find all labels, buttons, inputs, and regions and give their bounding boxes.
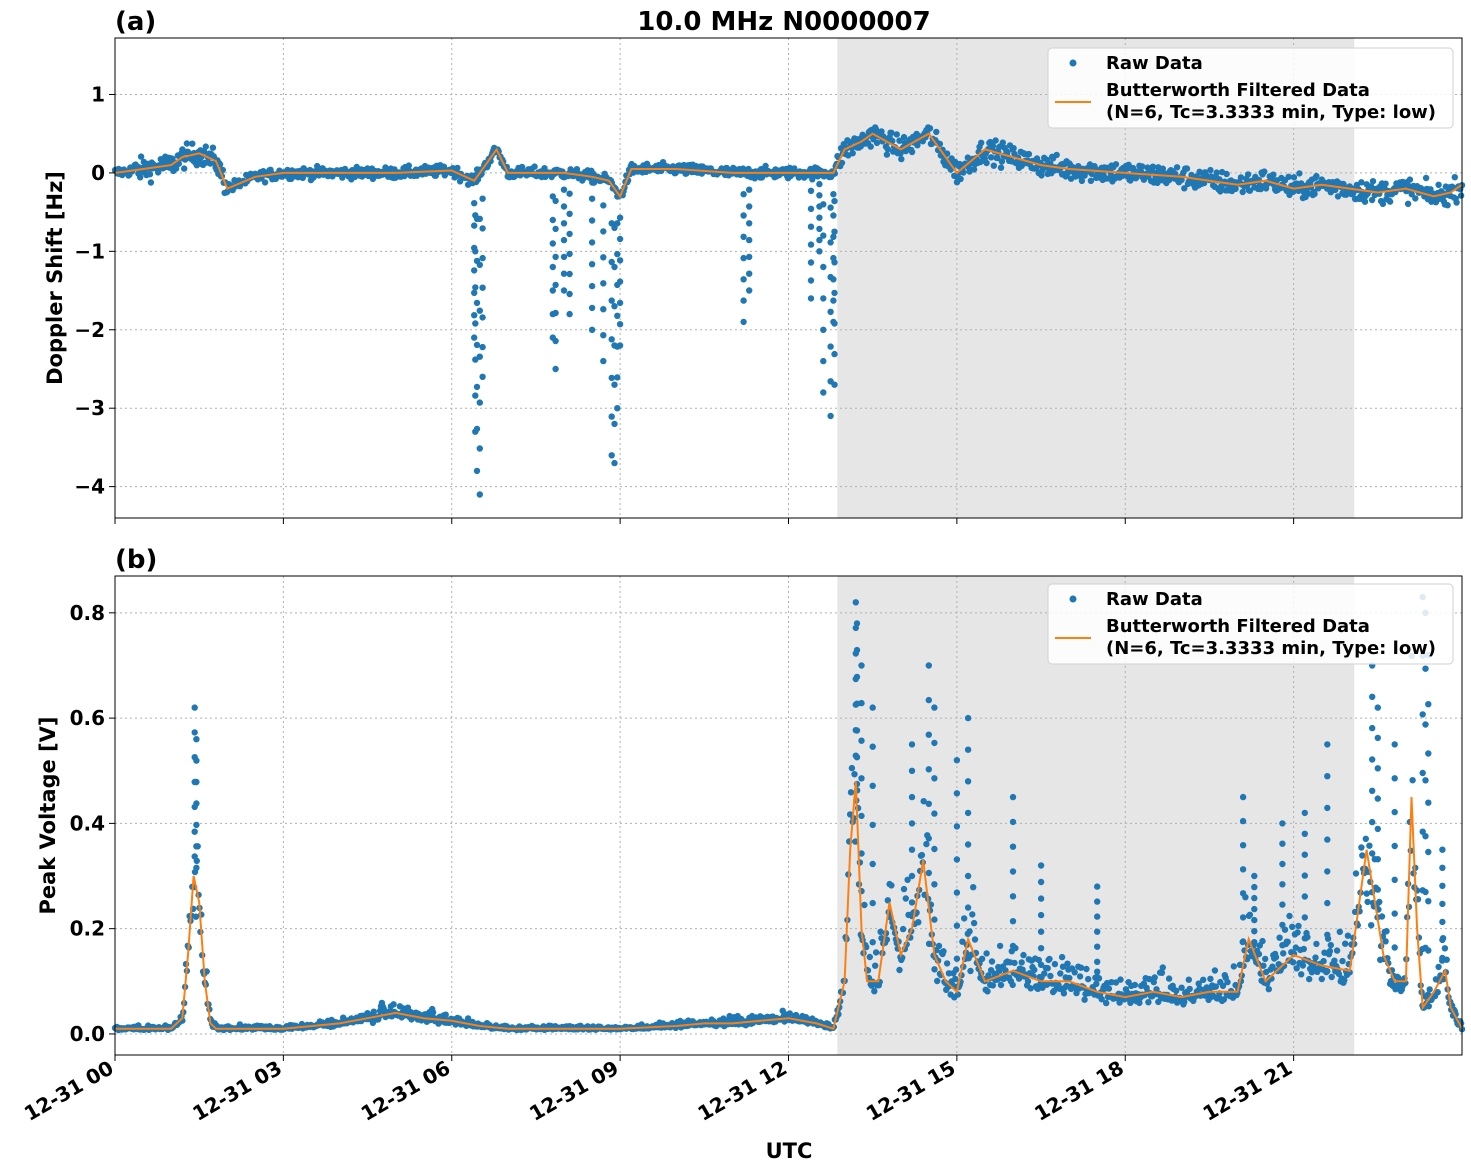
x-axis-label: UTC	[766, 1139, 813, 1163]
panel-a-legend-filtered-label-2: (N=6, Tc=3.3333 min, Type: low)	[1106, 102, 1436, 123]
panel-b-ytick-label-1: 0.2	[70, 917, 105, 941]
panel-b-ytick-label-3: 0.6	[70, 706, 105, 730]
panel-a-ytick-label-2: −1	[74, 239, 105, 263]
figure-title: 10.0 MHz N0000007	[637, 7, 930, 37]
panel-a-ytick-label-5: −4	[74, 475, 105, 499]
panel-a-ytick-label-3: −2	[74, 318, 105, 342]
panel-b-peak-voltage: (b) 0.0 0.2 0.4 0.6 0.8 Peak Voltage [V] Raw…	[36, 545, 1466, 1061]
panel-b-ytick-label-4: 0.8	[70, 601, 105, 625]
panel-a-legend-raw-label: Raw Data	[1106, 53, 1203, 74]
panel-a-y-ticks: 1 0 −1 −2 −3 −4	[74, 82, 115, 499]
panel-b-y-ticks: 0.0 0.2 0.4 0.6 0.8	[70, 601, 115, 1046]
panel-a-legend-box	[1047, 47, 1454, 129]
panel-a-y-axis-label: Doppler Shift [Hz]	[43, 171, 67, 385]
panel-b-x-ticks	[114, 1055, 1295, 1061]
panel-a-label: (a)	[115, 7, 156, 37]
panel-a-legend: Raw Data Butterworth Filtered Data (N=6,…	[1047, 47, 1454, 129]
panel-b-ytick-label-2: 0.4	[70, 811, 105, 835]
panel-b-legend-box	[1047, 583, 1454, 665]
panel-a-x-ticks	[114, 518, 1295, 524]
panel-a-filtered-line	[114, 132, 1463, 199]
panel-b-y-axis-label: Peak Voltage [V]	[36, 716, 60, 914]
panel-b-legend-filtered-label-2: (N=6, Tc=3.3333 min, Type: low)	[1106, 638, 1436, 659]
panel-b-label: (b)	[115, 545, 157, 575]
panel-b-filtered-line	[115, 781, 1463, 1030]
panel-a-ytick-label-4: −3	[74, 396, 105, 420]
panel-a-legend-filtered-label-1: Butterworth Filtered Data	[1106, 80, 1370, 101]
panel-b-legend-raw-marker	[1069, 595, 1077, 603]
panel-a-legend-raw-marker	[1069, 59, 1077, 67]
panel-a-ytick-label-1: 0	[91, 161, 105, 185]
panel-a-doppler-shift: (a) 1 0 −1 −2 −3 −4 Doppler Shift [Hz] Raw Da…	[43, 7, 1466, 524]
panel-a-ytick-label-0: 1	[91, 82, 105, 106]
panel-b-legend-filtered-label-1: Butterworth Filtered Data	[1106, 616, 1370, 637]
panel-b-legend-raw-label: Raw Data	[1106, 589, 1203, 610]
panel-b-legend: Raw Data Butterworth Filtered Data (N=6,…	[1047, 583, 1454, 665]
panel-a-gridlines	[115, 38, 1462, 518]
panel-b-ytick-label-0: 0.0	[70, 1022, 105, 1046]
